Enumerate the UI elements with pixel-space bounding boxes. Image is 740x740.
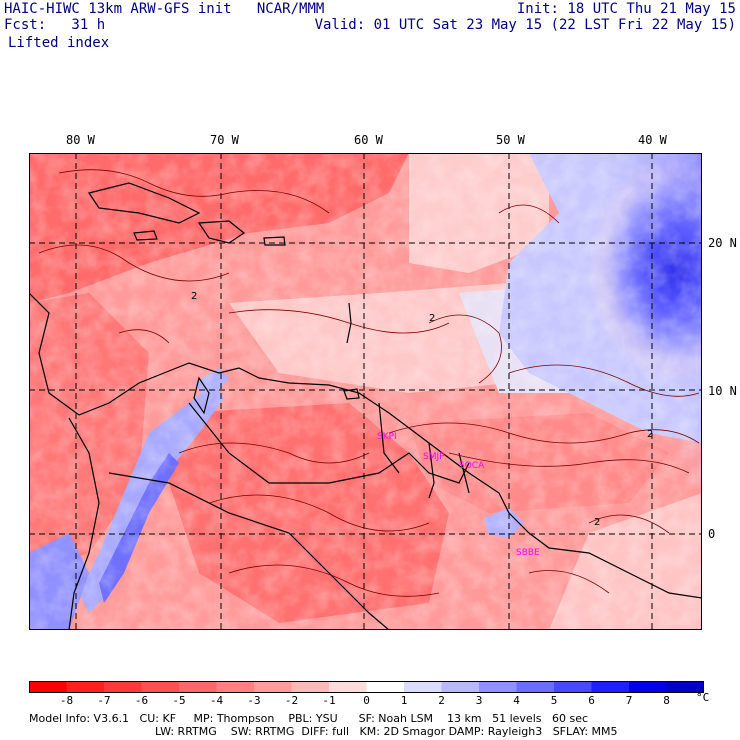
colorbar-tick-label: 6 <box>588 694 595 707</box>
colorbar-tick-label: 7 <box>625 694 633 707</box>
lon-label-80w: 80 W <box>66 133 95 147</box>
colorbar <box>29 681 704 693</box>
colorbar-cell <box>554 681 592 693</box>
lat-label-10n: 10 N <box>708 384 737 398</box>
map-border <box>29 153 702 630</box>
lifted-index-contours <box>38 169 700 597</box>
colorbar-cell <box>66 681 105 693</box>
colorbar-cell <box>104 681 142 693</box>
lon-label-70w: 70 W <box>210 133 239 147</box>
colorbar-cell <box>29 681 67 693</box>
coastlines <box>29 182 702 630</box>
colorbar-cell <box>291 681 330 693</box>
contour-label: 2 <box>191 291 197 302</box>
colorbar-cell <box>441 681 480 693</box>
colorbar-tick-label: -2 <box>284 694 299 707</box>
colorbar-tick-label: 1 <box>400 694 408 707</box>
station-smjp: SMJP <box>423 452 445 462</box>
colorbar-tick-label: -4 <box>209 694 224 707</box>
station-soca: SOCA <box>459 461 485 471</box>
colorbar-cell <box>141 681 180 693</box>
colorbar-tick-label: -5 <box>172 694 186 707</box>
colorbar-tick-label: -3 <box>247 694 261 707</box>
contour-label: 2 <box>594 517 600 528</box>
colorbar-tick-label: -7 <box>97 694 111 707</box>
station-skpi: SKPI <box>377 432 397 442</box>
contour-label: 2 <box>429 313 435 324</box>
station-sbbe: SBBE <box>516 548 540 558</box>
footer-model-info: Model Info: V3.6.1 CU: KF MP: Thompson P… <box>29 712 589 725</box>
colorbar-cell <box>516 681 555 693</box>
colorbar-tick-label: 4 <box>513 694 520 707</box>
colorbar-cell <box>254 681 292 693</box>
init-time: Init: 18 UTC Thu 21 May 15 <box>516 1 736 17</box>
colorbar-unit: °C <box>696 691 710 704</box>
colorbar-cell <box>629 681 667 693</box>
field-name: Lifted index <box>8 35 110 51</box>
colorbar-cell <box>179 681 217 693</box>
colorbar-tick-label: 0 <box>363 694 370 707</box>
colorbar-cell <box>329 681 367 693</box>
colorbar-cell <box>366 681 405 693</box>
colorbar-tick-label: 2 <box>438 694 445 707</box>
lon-label-40w: 40 W <box>638 133 667 147</box>
colorbar-tick-label: 5 <box>550 694 558 707</box>
lat-label-20n: 20 N <box>708 236 737 250</box>
colorbar-tick-label: 8 <box>663 694 670 707</box>
contour-label: 2 <box>647 429 653 440</box>
lat-label-0: 0 <box>708 527 716 541</box>
colorbar-cell <box>404 681 442 693</box>
model-title: HAIC-HIWC 13km ARW-GFS init NCAR/MMM <box>4 1 325 17</box>
colorbar-cell <box>216 681 255 693</box>
forecast-hour: Fcst: 31 h <box>4 17 106 33</box>
colorbar-cell <box>666 681 704 693</box>
valid-time: Valid: 01 UTC Sat 23 May 15 (22 LST Fri … <box>314 17 736 33</box>
colorbar-tick-label: -8 <box>59 694 74 707</box>
colorbar-tick-label: -6 <box>134 694 149 707</box>
footer-physics-info: LW: RRTMG SW: RRTMG DIFF: full KM: 2D Sm… <box>155 725 618 738</box>
lat-lon-grid <box>29 153 702 630</box>
colorbar-tick-label: -1 <box>322 694 336 707</box>
colorbar-cell <box>591 681 630 693</box>
lon-label-60w: 60 W <box>354 133 383 147</box>
colorbar-cell <box>479 681 517 693</box>
lon-label-50w: 50 W <box>496 133 525 147</box>
colorbar-tick-label: 3 <box>475 694 483 707</box>
lifted-index-map: 2 2 2 2 SKPI SMJP SOCA SBBE <box>29 153 702 630</box>
